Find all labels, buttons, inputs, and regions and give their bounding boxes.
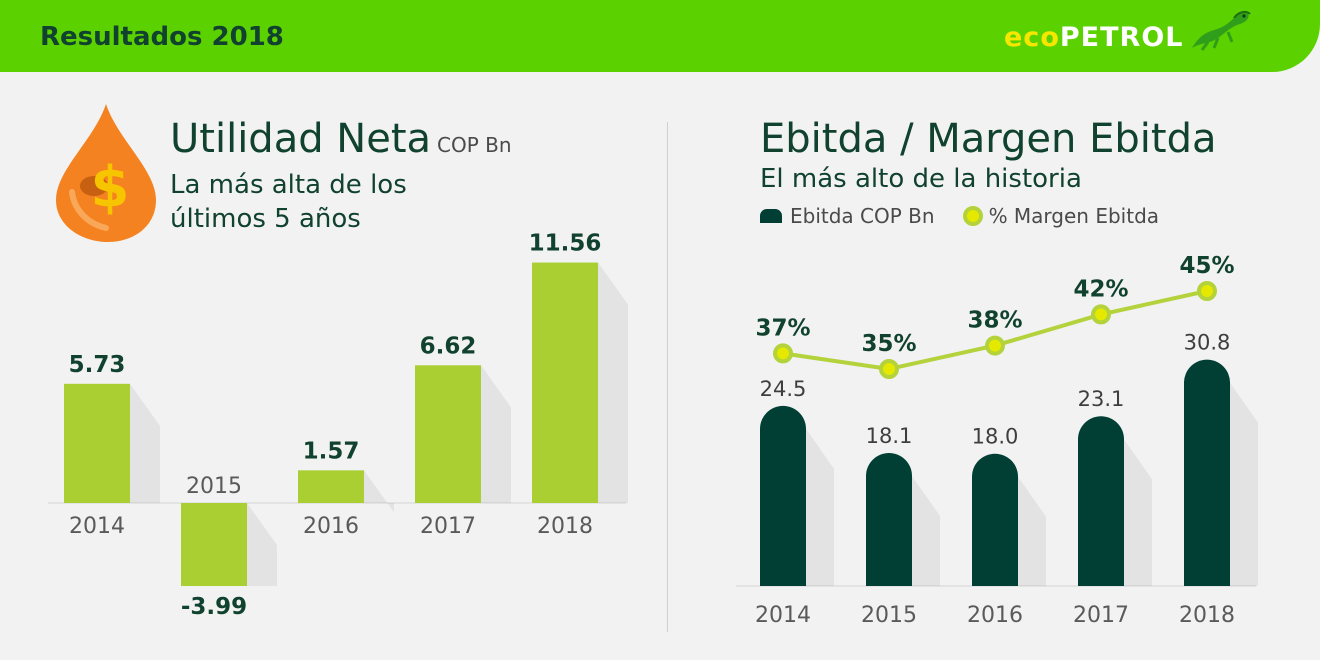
net-income-value-2014: 5.73: [69, 352, 126, 378]
net-income-year-2018: 2018: [537, 514, 593, 539]
ebitda-bar-2016: [972, 453, 1018, 586]
ebitda-title: Ebitda / Margen Ebitda: [760, 116, 1217, 162]
ebitda-year-2018: 2018: [1179, 603, 1235, 628]
ebitda-year-2014: 2014: [755, 603, 811, 628]
net-income-title: Utilidad Neta COP Bn: [170, 116, 512, 162]
ebitda-margin-point-2015: [879, 359, 899, 379]
ebitda-margin-value-2014: 37%: [755, 315, 810, 341]
net-income-unit: COP Bn: [437, 133, 512, 157]
ebitda-year-2015: 2015: [861, 603, 917, 628]
net-income-value-2018: 11.56: [529, 231, 602, 257]
net-income-bar-2016: [298, 470, 364, 503]
iguana-logo-icon: [1192, 10, 1251, 51]
ebitda-margin-value-2018: 45%: [1179, 253, 1234, 279]
ebitda-value-2017: 23.1: [1078, 387, 1125, 411]
ebitda-value-2016: 18.0: [972, 425, 1019, 449]
net-income-value-2017: 6.62: [420, 333, 477, 359]
net-income-bar-shadow: [130, 383, 160, 503]
ebitda-bar-shadow: [1124, 439, 1152, 586]
ebitda-value-2018: 30.8: [1184, 331, 1231, 355]
ebitda-bar-2018: [1184, 359, 1230, 586]
ebitda-value-2014: 24.5: [760, 377, 807, 401]
ebitda-bar-shadow: [912, 475, 940, 586]
ebitda-bar-2017: [1078, 416, 1124, 586]
ebitda-margin-point-2014: [773, 343, 793, 364]
ebitda-bar-shadow: [1018, 476, 1046, 586]
net-income-bar-2017: [415, 365, 481, 503]
ebitda-margin-value-2016: 38%: [967, 308, 1022, 334]
svg-text:$: $: [91, 155, 130, 220]
page-title: Resultados 2018: [40, 22, 284, 52]
ebitda-bar-shadow: [1230, 382, 1258, 586]
ebitda-margin-value-2017: 42%: [1073, 276, 1128, 302]
net-income-year-2017: 2017: [420, 514, 476, 539]
legend-bar-swatch: [760, 209, 782, 223]
panel-divider: [667, 122, 668, 632]
net-income-bar-shadow: [481, 365, 511, 503]
net-income-year-2014: 2014: [69, 514, 125, 539]
net-income-bar-2014: [64, 383, 130, 503]
net-income-value-2015: -3.99: [181, 594, 247, 620]
net-income-subtitle: La más alta de los últimos 5 años: [170, 170, 407, 234]
net-income-value-2016: 1.57: [303, 438, 360, 464]
header-bar: Resultados 2018 ecoPETROL: [0, 0, 1320, 72]
legend-line-label: % Margen Ebitda: [988, 204, 1160, 228]
net-income-bar-shadow: [598, 262, 628, 503]
ebitda-bar-shadow: [806, 428, 834, 586]
logo-eco-text: eco: [1004, 22, 1060, 53]
ebitda-value-2015: 18.1: [866, 424, 913, 448]
company-logo: ecoPETROL: [1004, 22, 1183, 53]
net-income-bar-2015: [181, 503, 247, 586]
ebitda-bar-2015: [866, 452, 912, 586]
net-income-year-2016: 2016: [303, 514, 359, 539]
ebitda-margin-point-2018: [1197, 281, 1217, 301]
ebitda-margin-point-2017: [1091, 304, 1111, 325]
oil-drop-dollar-icon: $: [56, 104, 156, 242]
ebitda-bar-2014: [760, 405, 806, 586]
net-income-bar-shadow: [247, 503, 277, 586]
logo-petrol-text: PETROL: [1059, 22, 1184, 53]
net-income-bar-2018: [532, 262, 598, 503]
ebitda-legend: Ebitda COP Bn % Margen Ebitda: [760, 202, 1159, 230]
ebitda-year-2016: 2016: [967, 603, 1023, 628]
ebitda-margin-point-2016: [985, 335, 1005, 356]
net-income-year-2015: 2015: [186, 474, 242, 499]
legend-bar-label: Ebitda COP Bn: [790, 204, 935, 228]
ebitda-margin-value-2015: 35%: [861, 331, 916, 357]
legend-line-swatch: [962, 206, 983, 226]
net-income-bar-shadow: [364, 470, 394, 513]
ebitda-subtitle: El más alto de la historia: [760, 164, 1082, 194]
ebitda-year-2017: 2017: [1073, 603, 1129, 628]
net-income-title-text: Utilidad Neta: [170, 116, 432, 162]
